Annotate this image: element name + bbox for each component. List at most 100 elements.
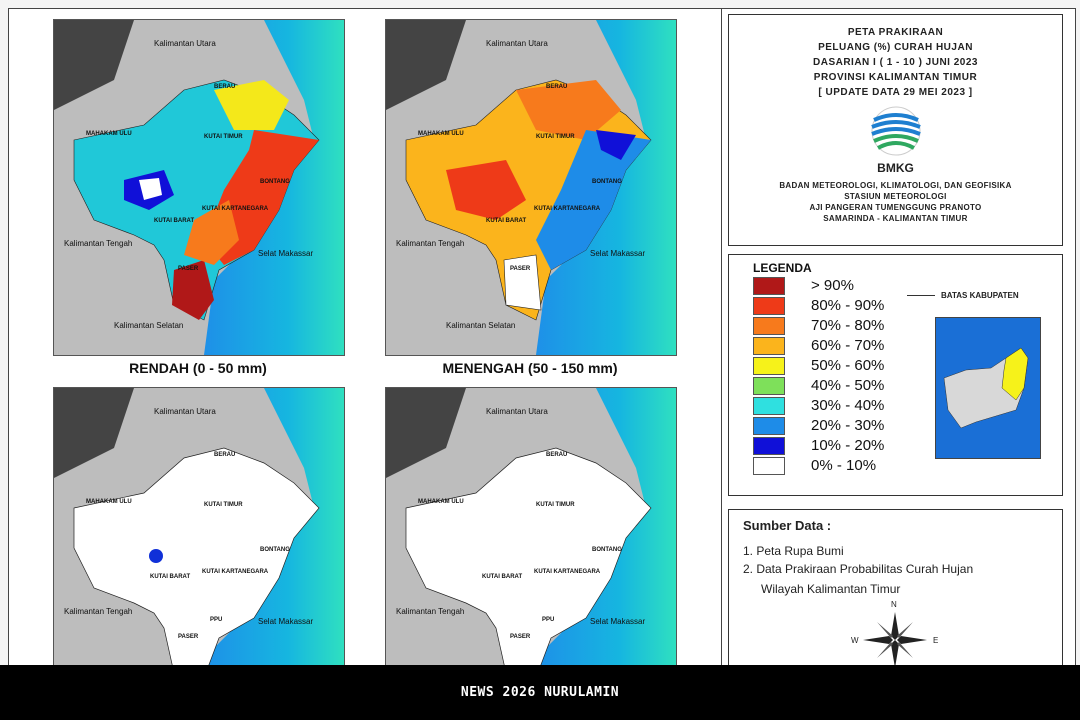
batas-kabupaten-key: BATAS KABUPATEN	[907, 291, 1019, 300]
legend-swatch	[753, 436, 785, 455]
label-kutai-barat: KUTAI BARAT	[486, 218, 526, 224]
map-sheet: Kalimantan Utara Kalimantan Tengah Kalim…	[8, 8, 1076, 670]
label-bontang: BONTANG	[592, 547, 622, 553]
legend-swatch	[753, 456, 785, 475]
legend-label: 0% - 10%	[811, 457, 877, 474]
title-line-3: DASARIAN I ( 1 - 10 ) JUNI 2023	[813, 57, 978, 68]
source-item-2b: Wilayah Kalimantan Timur	[761, 582, 901, 596]
legend-label: 30% - 40%	[811, 397, 885, 414]
map-menengah-svg: Kalimantan Utara Kalimantan Tengah Kalim…	[386, 20, 676, 355]
label-kalimantan-selatan: Kalimantan Selatan	[114, 321, 183, 330]
legend-label: > 90%	[811, 277, 854, 294]
legend-swatch	[753, 376, 785, 395]
label-selat-makassar: Selat Makassar	[590, 249, 645, 258]
label-bontang: BONTANG	[260, 547, 290, 553]
label-kalimantan-utara: Kalimantan Utara	[154, 39, 216, 48]
label-kutai-barat: KUTAI BARAT	[150, 574, 190, 580]
label-kalimantan-tengah: Kalimantan Tengah	[396, 239, 464, 248]
label-berau: BERAU	[546, 84, 567, 90]
legend-row: 60% - 70%	[753, 336, 885, 355]
map-sangat-tinggi: Kalimantan Utara Kalimantan Tengah Selat…	[385, 387, 677, 669]
label-kalimantan-selatan: Kalimantan Selatan	[446, 321, 515, 330]
compass-n: N	[891, 600, 897, 609]
footer-credit: NEWS 2026 NURULAMIN	[460, 685, 620, 700]
legend-row: 30% - 40%	[753, 396, 885, 415]
bmkg-logo-icon	[870, 106, 921, 156]
label-mahakam-ulu: MAHAKAM ULU	[86, 499, 132, 505]
label-kalimantan-tengah: Kalimantan Tengah	[64, 607, 132, 616]
inset-locator-map	[935, 317, 1041, 459]
map-rendah: Kalimantan Utara Kalimantan Tengah Kalim…	[53, 19, 345, 356]
compass-e: E	[933, 636, 938, 645]
label-kutai-timur: KUTAI TIMUR	[204, 502, 243, 508]
label-selat-makassar: Selat Makassar	[258, 249, 313, 258]
legend-swatch	[753, 316, 785, 335]
label-kutai-timur: KUTAI TIMUR	[204, 134, 243, 140]
label-bontang: BONTANG	[592, 179, 622, 185]
legend-label: 80% - 90%	[811, 297, 885, 314]
legend-label: 20% - 30%	[811, 417, 885, 434]
legend-row: 0% - 10%	[753, 456, 877, 475]
legend-label: 70% - 80%	[811, 317, 885, 334]
legend-row: 80% - 90%	[753, 296, 885, 315]
map-menengah: Kalimantan Utara Kalimantan Tengah Kalim…	[385, 19, 677, 356]
label-berau: BERAU	[546, 452, 567, 458]
label-paser: PASER	[178, 634, 199, 640]
map-rendah-svg: Kalimantan Utara Kalimantan Tengah Kalim…	[54, 20, 344, 355]
source-item-1: 1. Peta Rupa Bumi	[743, 544, 844, 558]
caption-rendah: RENDAH (0 - 50 mm)	[129, 360, 267, 376]
label-bontang: BONTANG	[260, 179, 290, 185]
compass-rose: N W E	[845, 598, 945, 669]
label-ppu: PPU	[210, 617, 222, 623]
label-kalimantan-tengah: Kalimantan Tengah	[64, 239, 132, 248]
source-panel: Sumber Data : 1. Peta Rupa Bumi 2. Data …	[728, 509, 1063, 669]
label-kutai-barat: KUTAI BARAT	[154, 218, 194, 224]
institution-line-2: STASIUN METEOROLOGI	[844, 192, 947, 201]
legend-row: 50% - 60%	[753, 356, 885, 375]
legend-swatch	[753, 276, 785, 295]
compass-w: W	[851, 636, 859, 645]
label-paser: PASER	[178, 266, 199, 272]
legend-swatch	[753, 396, 785, 415]
column-divider	[721, 9, 722, 669]
legend-row: 40% - 50%	[753, 376, 885, 395]
bmkg-logo-text: BMKG	[877, 161, 914, 175]
bmkg-logo: BMKG	[866, 106, 926, 175]
boundary-line-icon	[907, 295, 935, 296]
label-kalimantan-utara: Kalimantan Utara	[486, 39, 548, 48]
institution-line-1: BADAN METEOROLOGI, KLIMATOLOGI, DAN GEOF…	[779, 181, 1012, 190]
label-kutai-timur: KUTAI TIMUR	[536, 502, 575, 508]
title-line-1: PETA PRAKIRAAN	[847, 27, 944, 38]
legend-label: 60% - 70%	[811, 337, 885, 354]
legend-row: 70% - 80%	[753, 316, 885, 335]
label-kalimantan-utara: Kalimantan Utara	[154, 407, 216, 416]
legend-label: 50% - 60%	[811, 357, 885, 374]
legend-swatch	[753, 356, 785, 375]
label-berau: BERAU	[214, 452, 235, 458]
batas-kabupaten-label: BATAS KABUPATEN	[941, 291, 1019, 300]
legend-row: > 90%	[753, 276, 854, 295]
footer-bar: NEWS 2026 NURULAMIN	[0, 665, 1080, 720]
compass-rose-icon: N W E	[851, 600, 938, 668]
legend-label: 40% - 50%	[811, 377, 885, 394]
label-kutai-kartanegara: KUTAI KARTANEGARA	[534, 206, 601, 212]
label-mahakam-ulu: MAHAKAM ULU	[418, 131, 464, 137]
title-line-5: [ UPDATE DATA 29 MEI 2023 ]	[818, 87, 973, 98]
label-paser: PASER	[510, 266, 531, 272]
label-mahakam-ulu: MAHAKAM ULU	[86, 131, 132, 137]
map-tinggi: Kalimantan Utara Kalimantan Tengah Selat…	[53, 387, 345, 669]
dark-region	[54, 20, 134, 110]
title-panel: PETA PRAKIRAAN PELUANG (%) CURAH HUJAN D…	[728, 14, 1063, 246]
label-berau: BERAU	[214, 84, 235, 90]
label-paser: PASER	[510, 634, 531, 640]
source-title: Sumber Data :	[743, 518, 832, 533]
sea-area	[204, 20, 344, 355]
legend-swatch	[753, 296, 785, 315]
legend-row: 20% - 30%	[753, 416, 885, 435]
legend-row: 10% - 20%	[753, 436, 884, 455]
inset-map-svg	[936, 318, 1040, 458]
title-line-4: PROVINSI KALIMANTAN TIMUR	[813, 72, 978, 83]
label-selat-makassar: Selat Makassar	[590, 617, 645, 626]
label-kutai-timur: KUTAI TIMUR	[536, 134, 575, 140]
legend-title: LEGENDA	[753, 261, 812, 275]
